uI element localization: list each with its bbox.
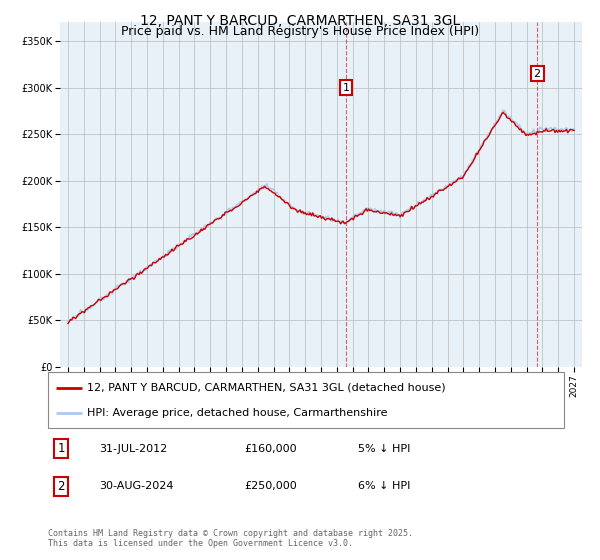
- Text: Contains HM Land Registry data © Crown copyright and database right 2025.
This d: Contains HM Land Registry data © Crown c…: [48, 529, 413, 548]
- Text: 12, PANT Y BARCUD, CARMARTHEN, SA31 3GL (detached house): 12, PANT Y BARCUD, CARMARTHEN, SA31 3GL …: [86, 382, 445, 393]
- Text: Price paid vs. HM Land Registry's House Price Index (HPI): Price paid vs. HM Land Registry's House …: [121, 25, 479, 38]
- Text: 2: 2: [533, 68, 541, 78]
- Text: HPI: Average price, detached house, Carmarthenshire: HPI: Average price, detached house, Carm…: [86, 408, 387, 418]
- Text: 5% ↓ HPI: 5% ↓ HPI: [358, 444, 410, 454]
- Text: 1: 1: [57, 442, 65, 455]
- Text: 30-AUG-2024: 30-AUG-2024: [100, 482, 174, 491]
- Text: £250,000: £250,000: [244, 482, 297, 491]
- Text: £160,000: £160,000: [244, 444, 297, 454]
- Text: 12, PANT Y BARCUD, CARMARTHEN, SA31 3GL: 12, PANT Y BARCUD, CARMARTHEN, SA31 3GL: [140, 14, 460, 28]
- FancyBboxPatch shape: [48, 372, 564, 428]
- Text: 6% ↓ HPI: 6% ↓ HPI: [358, 482, 410, 491]
- Text: 31-JUL-2012: 31-JUL-2012: [100, 444, 168, 454]
- Text: 1: 1: [343, 82, 350, 92]
- Text: 2: 2: [57, 480, 65, 493]
